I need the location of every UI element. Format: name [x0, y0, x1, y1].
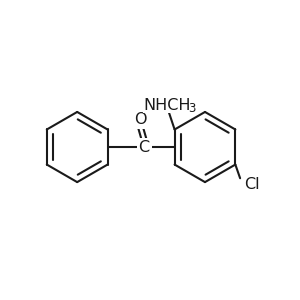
Text: 3: 3 [189, 103, 196, 116]
Text: NHCH: NHCH [143, 98, 191, 112]
Text: O: O [134, 112, 147, 127]
Text: Cl: Cl [244, 177, 259, 192]
Text: C: C [139, 140, 150, 154]
